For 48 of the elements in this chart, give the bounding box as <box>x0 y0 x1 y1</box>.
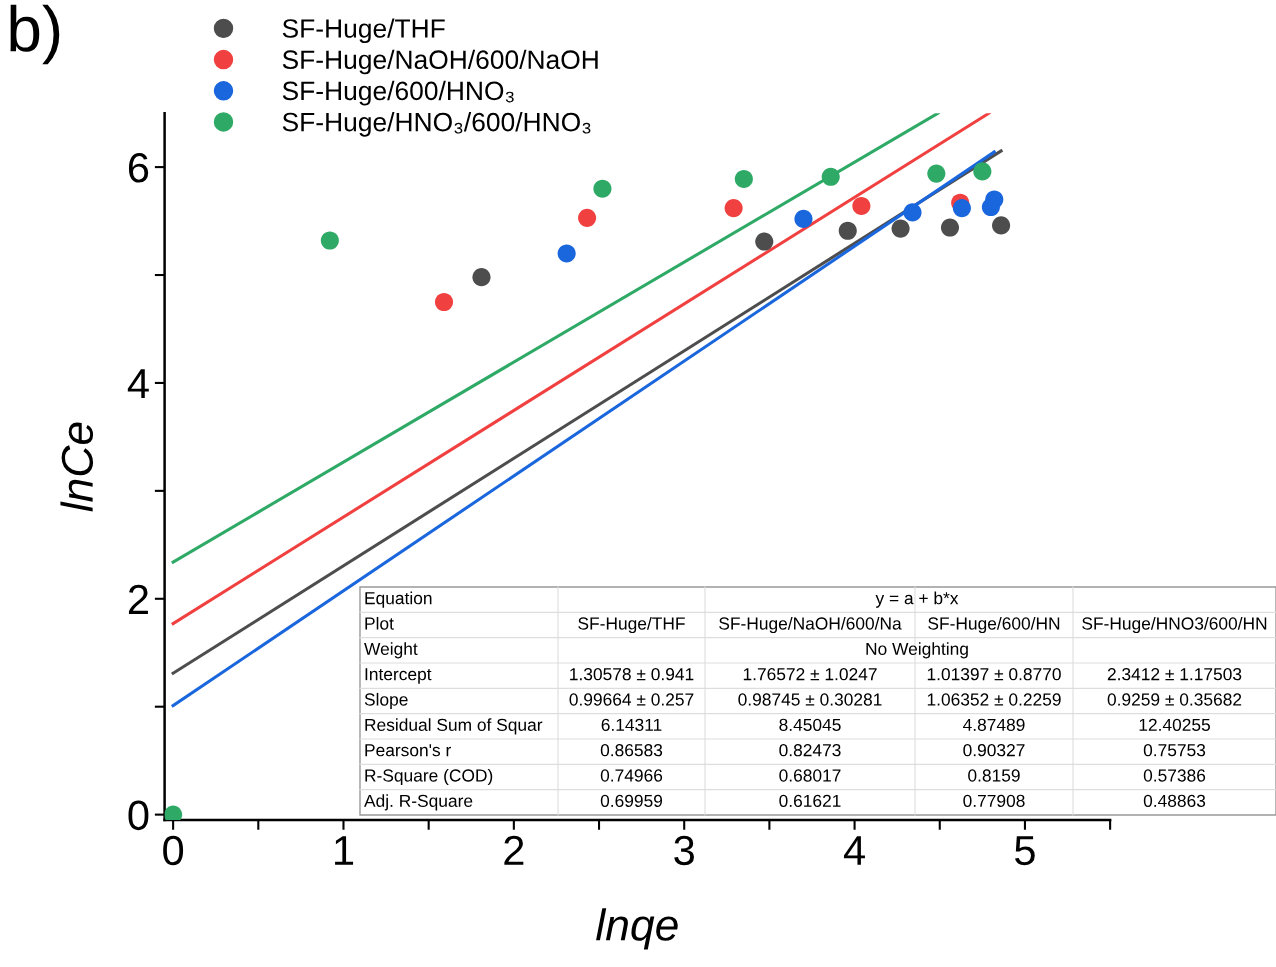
point <box>973 162 992 181</box>
point <box>724 199 743 218</box>
point <box>952 199 971 218</box>
point <box>734 169 753 189</box>
text: Slope 0.99664 ± 0.257 0.98745 ± 0.30281 1.06352 ± 0.2259 0.9259 ± 0.35682 <box>364 692 1242 710</box>
x-tick-label: 4 <box>843 836 865 865</box>
legend-label: SF-Huge/HNO₃/600/HNO₃ <box>282 112 591 137</box>
text: Intercept 1.30578 ± 0.941 1.76572 ± 1.0247 1.01397 ± 0.8770 2.3412 ± 1.17503 <box>365 668 1242 684</box>
text: Equation y = a + b*x <box>365 591 959 608</box>
text: Adj. R-Square 0.69959 0.61621 0.77908 0.48863 <box>364 794 1206 811</box>
x-axis-title: lnqe <box>596 908 678 950</box>
text: Residual Sum of Squar 6.14311 8.45045 4.87489 12.40255 <box>365 718 1210 735</box>
text: b) <box>10 4 60 65</box>
text: R-Square (COD) 0.74966 0.68017 0.8159 0.57386 <box>365 768 1206 786</box>
point <box>434 292 454 312</box>
point <box>891 219 910 238</box>
y-tick-label: 0 <box>128 800 149 831</box>
y-axis-title: lnCe <box>60 422 94 512</box>
x-tick-label: 5 <box>1015 836 1035 866</box>
x-tick-label: 2 <box>504 835 524 865</box>
point <box>164 805 183 821</box>
point <box>578 208 597 227</box>
x-tick-label: 0 <box>163 835 184 866</box>
x-tick-label: 1 <box>335 836 354 865</box>
legend-label: SF-Huge/NaOH/600/NaOH <box>282 49 598 75</box>
point <box>852 196 871 215</box>
point <box>320 231 339 250</box>
point <box>821 167 840 186</box>
text: Pearson's r 0.86583 0.82473 0.90327 0.75753 <box>365 744 1206 757</box>
legend-label: SF-Huge/600/HNO₃ <box>282 80 514 106</box>
point <box>903 203 922 222</box>
y-tick-label: 6 <box>128 153 149 183</box>
point <box>992 216 1011 235</box>
point <box>557 244 576 263</box>
text: Weight No Weighting <box>364 642 968 659</box>
point <box>940 218 960 237</box>
text: Plot SF-Huge/THF SF-Huge/NaOH/600/Na SF-Huge/600/HN SF-Huge/HNO3/600/HN <box>365 616 1267 634</box>
legend-label: SF-Huge/THF <box>282 18 445 44</box>
x-tick-label: 3 <box>674 835 694 866</box>
point <box>838 221 857 240</box>
y-tick-label: 2 <box>128 584 148 614</box>
point <box>755 232 774 251</box>
point <box>472 268 491 287</box>
point <box>927 164 946 183</box>
y-tick-label: 4 <box>127 369 149 399</box>
point <box>794 209 813 228</box>
point <box>985 190 1004 209</box>
point <box>593 179 612 198</box>
